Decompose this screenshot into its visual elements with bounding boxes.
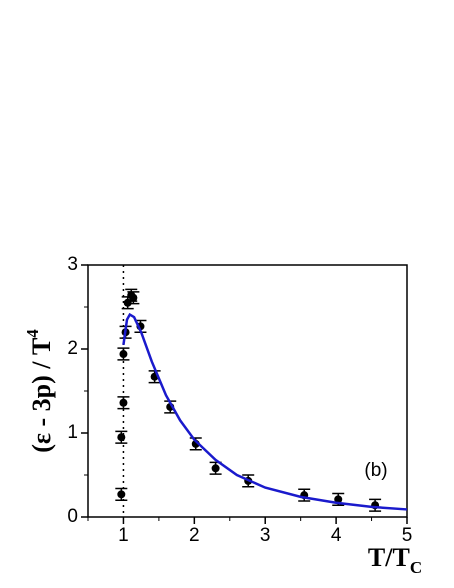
data-point — [129, 293, 138, 302]
y-label-superscript: 4 — [23, 329, 42, 338]
x-tick-label: 5 — [402, 525, 413, 546]
y-axis-label: (ε - 3p) / T4 — [23, 329, 56, 453]
y-label-base: (ε - 3p) / T — [27, 338, 56, 453]
data-point — [117, 490, 126, 499]
data-point — [117, 433, 126, 442]
data-point — [211, 464, 220, 473]
annotation: (b) — [364, 460, 387, 481]
x-label-subscript: C — [410, 558, 422, 577]
fit-curve — [122, 312, 408, 511]
data-point — [119, 398, 128, 407]
y-tick-label: 0 — [67, 506, 78, 527]
data-point — [119, 350, 128, 359]
y-tick-label: 2 — [67, 338, 78, 359]
x-tick-label: 1 — [118, 525, 129, 546]
x-label-base: T/T — [368, 543, 410, 572]
x-axis-label: T/TC — [368, 543, 422, 577]
data-point — [334, 495, 343, 504]
x-tick-label: 2 — [189, 525, 200, 546]
y-tick-label: 3 — [67, 254, 78, 275]
y-tick-label: 1 — [67, 422, 78, 443]
x-tick-label: 3 — [260, 525, 271, 546]
x-tick-label: 4 — [331, 525, 342, 546]
